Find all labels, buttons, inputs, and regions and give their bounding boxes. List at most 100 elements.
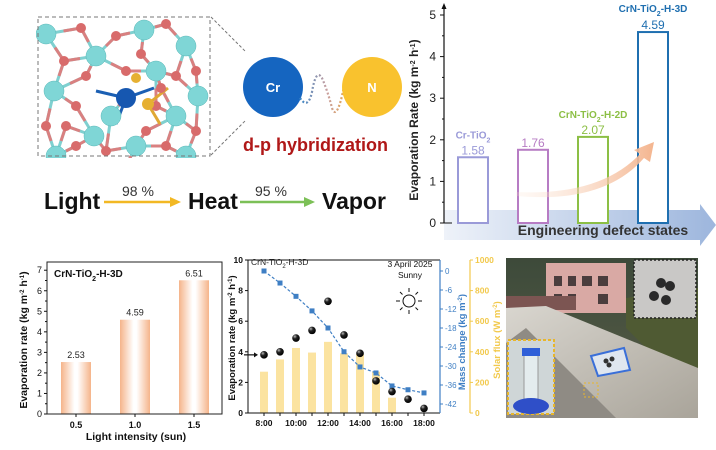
bar [637,31,669,224]
o-atom [71,141,81,151]
ti-atom [145,60,167,82]
value-label: 1.76 [521,136,545,150]
bar [517,148,549,224]
n-dopant-atom [131,73,141,83]
y-tick-label: 6 [37,286,42,296]
evaporation-point [372,377,380,385]
x-tick-label: 18:00 [413,418,435,428]
flow-efficiency-2: 95 % [255,183,287,199]
inset-membrane [633,259,697,319]
cr-dopant-atom [116,88,136,108]
y3-tick-label: 400 [475,347,489,357]
value-label: 4.59 [126,308,144,318]
sample-label: CrN-TiO2-H-3D [54,269,123,283]
mass-change-point [309,308,315,314]
y2-tick-label: -12 [445,305,457,314]
o-atom [59,56,69,66]
solar-flux-bar [388,397,396,413]
o-atom [71,101,81,111]
y2-axis-label: Mass change (kg m-2) [457,294,468,390]
x-tick-label: 1.5 [188,420,201,430]
category-label: Cr-TiO2 [456,130,491,144]
rooftop-photo [506,258,698,418]
o-atom [161,19,171,29]
y-tick-label: 4 [37,327,42,337]
bar [120,319,150,414]
ti-atom [175,145,197,158]
category-label: CrN-TiO2-H-3D [619,4,688,18]
evaporation-point [260,351,268,359]
light-intensity-chart: 0 1 2 3 4 5 6 7 0.5 1.0 1.5 CrN-TiO2-H-3D Light in… [18,261,223,443]
y-axis-label: Evaporation rate (kg m-2 h-1) [227,275,238,400]
solar-flux-bar [340,353,348,413]
n-atom [342,57,402,117]
mass-change-point [357,364,363,370]
evaporator-device [589,346,632,378]
ti-atom [100,105,122,127]
ti-atom [43,80,65,102]
ti-atom [85,45,107,67]
y2-tick-label: -24 [445,343,457,352]
x-tick-label: 10:00 [285,418,307,428]
mass-change-point [277,280,283,286]
ti-atom [83,125,105,147]
y2-tick-label: -36 [445,381,457,390]
y-tick-label: 3 [37,347,42,357]
ti-o-bond [128,155,133,158]
y-tick-label: 0 [429,216,436,230]
value-label: 6.51 [185,268,203,278]
sun-icon [396,288,422,314]
ti-atom [133,19,155,41]
o-atom [101,146,111,156]
y-tick-label: 2 [429,133,436,147]
y-tick-label: 2 [238,377,243,387]
y3-tick-label: 600 [475,316,489,326]
mass-change-point [325,325,331,331]
mass-change-point [261,268,267,274]
y-tick-label: 2 [37,368,42,378]
bar [577,135,609,224]
mass-change-point [373,370,379,376]
category-label: CrN-TiO2-H-2D [559,110,628,124]
mass-change-point [293,293,299,299]
y-tick-label: 7 [37,265,42,275]
flow-light: Light [44,188,101,214]
y-tick-label: 1 [37,388,42,398]
y-tick-label: 8 [238,286,243,296]
solar-flux-bar [292,347,300,413]
o-atom [191,66,201,76]
flow-arrow-2 [240,197,315,207]
evaporation-point [356,349,364,358]
n-dopant-atom [142,98,154,110]
evaporation-point [340,331,348,339]
y-tick-label: 6 [238,316,243,326]
x-tick-label: 1.0 [129,420,142,430]
y2-tick-label: -42 [445,400,457,409]
y3-tick-label: 1000 [475,255,494,265]
evaporation-point [308,326,316,335]
evaporation-point [420,404,428,413]
value-label: 2.07 [581,123,605,137]
x-tick-label: 16:00 [381,418,403,428]
y-tick-label: 4 [429,50,436,64]
ti-atom [165,105,187,127]
o-atom [81,71,91,81]
solar-flux-bar [324,341,332,413]
ti-atom [175,35,197,57]
y2-tick-label: -30 [445,362,457,371]
o-atom [136,49,146,59]
ti-atom [187,85,209,107]
x-tick-label: 14:00 [349,418,371,428]
y3-tick-label: 800 [475,286,489,296]
flow-arrow-1 [104,197,181,207]
y-tick-label: 3 [429,91,436,105]
y2-tick-label: 0 [445,267,450,276]
evaporation-point [388,387,396,396]
evaporation-point [404,395,412,404]
evaporation-point [292,334,300,342]
bar [61,362,91,414]
o-atom [61,121,71,131]
y-tick-label: 10 [234,255,244,265]
o-atom [161,141,171,151]
x-tick-label: 0.5 [70,420,83,430]
